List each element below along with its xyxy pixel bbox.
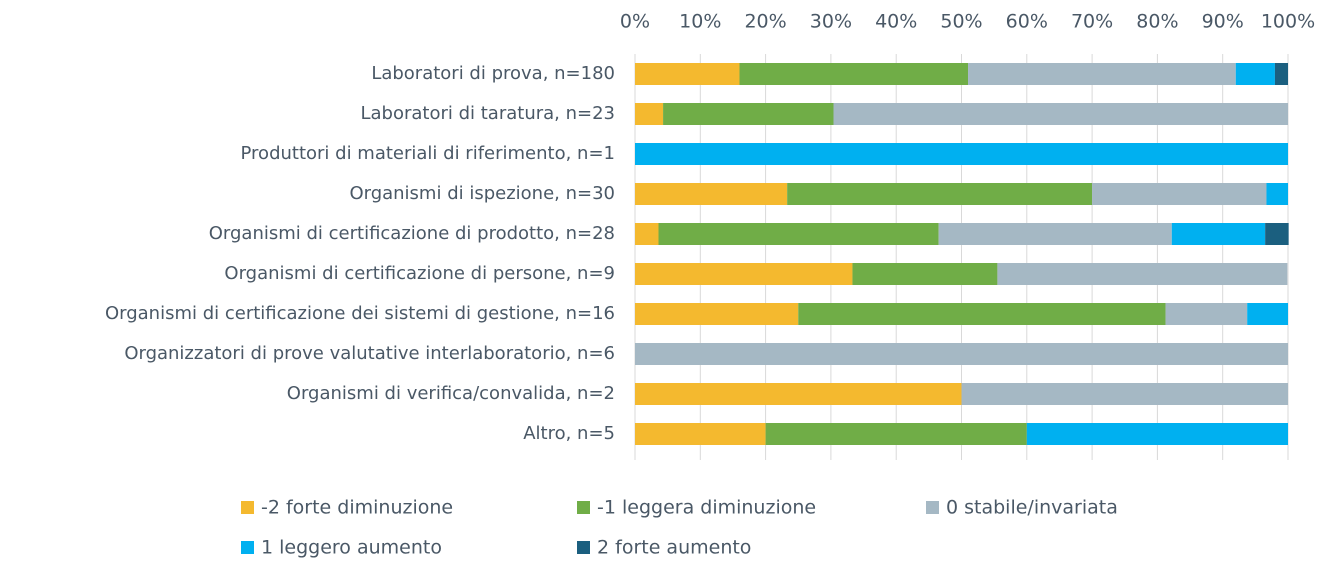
- x-tick-label: 60%: [1006, 11, 1048, 33]
- y-tick-label: Organismi di certificazione di persone, …: [224, 263, 615, 284]
- bar-segment: [1171, 223, 1266, 245]
- legend-label: 2 forte aumento: [597, 537, 751, 559]
- bar-segment: [1026, 423, 1288, 445]
- x-tick-label: 20%: [744, 11, 786, 33]
- legend-label: -2 forte diminuzione: [261, 497, 453, 519]
- y-tick-label: Laboratori di prova, n=180: [371, 63, 615, 84]
- bar-segment: [1165, 303, 1248, 325]
- bar-segment: [798, 303, 1166, 325]
- bar-segment: [852, 263, 998, 285]
- legend-swatch: [926, 501, 939, 514]
- x-tick-label: 100%: [1261, 11, 1315, 33]
- x-tick-label: 50%: [940, 11, 982, 33]
- bar-segment: [658, 223, 939, 245]
- legend-swatch: [577, 541, 590, 554]
- bar-segment: [833, 103, 1288, 125]
- x-tick-label: 70%: [1071, 11, 1113, 33]
- bar-segment: [1247, 303, 1288, 325]
- bar-segment: [635, 103, 664, 125]
- legend-label: 1 leggero aumento: [261, 537, 442, 559]
- x-tick-label: 40%: [875, 11, 917, 33]
- bar-segment: [765, 423, 1027, 445]
- bar-segment: [1235, 63, 1275, 85]
- bar-segment: [635, 63, 740, 85]
- bar-segment: [997, 263, 1288, 285]
- bar-segment: [635, 263, 853, 285]
- bar-segment: [968, 63, 1236, 85]
- x-tick-label: 10%: [679, 11, 721, 33]
- y-tick-label: Organismi di ispezione, n=30: [349, 183, 615, 204]
- bar-segment: [1274, 63, 1288, 85]
- bar-segment: [635, 223, 659, 245]
- y-tick-label: Laboratori di taratura, n=23: [360, 103, 615, 124]
- y-tick-label: Organismi di certificazione di prodotto,…: [209, 223, 615, 244]
- bar-segment: [635, 343, 1288, 365]
- x-tick-label: 0%: [620, 11, 650, 33]
- bar-segment: [635, 423, 766, 445]
- bar-segment: [635, 143, 1288, 165]
- bar-segment: [1092, 183, 1267, 205]
- bar-segment: [663, 103, 834, 125]
- legend-swatch: [241, 541, 254, 554]
- y-tick-label: Altro, n=5: [523, 423, 615, 444]
- x-tick-label: 30%: [810, 11, 852, 33]
- bar-segment: [938, 223, 1172, 245]
- bar-segment: [787, 183, 1093, 205]
- bar-segment: [1266, 183, 1288, 205]
- y-tick-label: Organizzatori di prove valutative interl…: [124, 343, 615, 364]
- y-tick-label: Produttori di materiali di riferimento, …: [241, 143, 615, 164]
- legend-label: -1 leggera diminuzione: [597, 497, 816, 519]
- bar-segment: [635, 303, 799, 325]
- x-tick-label: 80%: [1136, 11, 1178, 33]
- y-tick-label: Organismi di certificazione dei sistemi …: [105, 303, 615, 324]
- bar-segment: [739, 63, 969, 85]
- legend-label: 0 stabile/invariata: [946, 497, 1118, 519]
- bar-segment: [635, 383, 962, 405]
- legend-swatch: [241, 501, 254, 514]
- bar-segment: [1265, 223, 1289, 245]
- bar-segment: [635, 183, 788, 205]
- x-tick-label: 90%: [1202, 11, 1244, 33]
- y-tick-label: Organismi di verifica/convalida, n=2: [287, 383, 615, 404]
- legend-swatch: [577, 501, 590, 514]
- bar-segment: [961, 383, 1288, 405]
